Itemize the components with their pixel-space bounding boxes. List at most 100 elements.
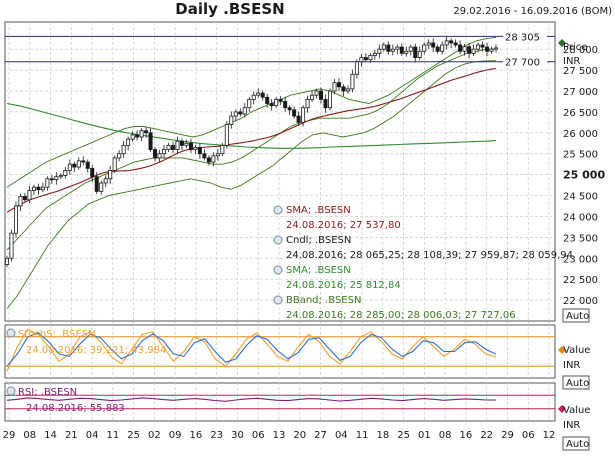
legend-series-name: StochS; .BSESN — [18, 329, 95, 340]
candle-body — [90, 167, 95, 178]
candle-body — [40, 186, 45, 191]
x-tick-label: 22 — [480, 430, 493, 441]
candle-body — [422, 44, 427, 52]
svg-text:Auto: Auto — [566, 378, 589, 389]
candle-body — [408, 46, 413, 52]
candle-body — [188, 142, 193, 150]
candle-body — [153, 149, 158, 159]
candle-body — [157, 153, 162, 159]
level-label: 28 305 — [505, 32, 540, 43]
x-tick-label: 20 — [293, 430, 306, 441]
stoch-currency-label: INR — [563, 360, 580, 371]
candle-body — [260, 92, 265, 98]
rsi-panel: RSI; .BSESN 24.08.2016; 55,883 — [5, 386, 555, 414]
price-label: Price — [563, 42, 587, 53]
legend-settings-icon — [273, 265, 283, 275]
candle-body — [377, 48, 382, 54]
candle-body — [67, 163, 72, 171]
candle-body — [256, 92, 261, 96]
candle-body — [58, 175, 63, 178]
candle-body — [206, 157, 211, 163]
candle-body — [476, 44, 481, 50]
candle-body — [166, 144, 171, 150]
candle-body — [493, 47, 498, 50]
candle-body — [76, 160, 81, 168]
candle-body — [278, 98, 283, 102]
rsi-value-label: Value — [563, 405, 590, 416]
price-marker-icon — [558, 39, 566, 47]
candle-body — [417, 50, 422, 58]
price-panel-frame — [4, 21, 556, 322]
x-tick-label: 08 — [439, 430, 452, 441]
candle-body — [5, 257, 10, 265]
y-tick-label: 23 000 — [563, 254, 598, 265]
x-tick-label: 29 — [3, 430, 16, 441]
y-tick-label: 23 500 — [563, 233, 598, 244]
rsi-panel-frame — [4, 382, 556, 422]
x-tick-label: 25 — [397, 430, 410, 441]
candle-body — [126, 138, 131, 146]
candle-body — [85, 161, 90, 169]
legend-settings-icon — [6, 386, 16, 396]
y-tick-label: 26 000 — [563, 129, 598, 140]
stochastic-panel: StochS; .BSESN 24.08.2016; 39,221; 43,984 — [5, 328, 555, 372]
stoch-auto-button[interactable]: Auto — [562, 375, 590, 390]
candle-body — [269, 103, 274, 107]
candle-body — [193, 147, 198, 150]
moving-averages — [6, 67, 497, 213]
candle-body — [103, 178, 108, 184]
candle-body — [211, 155, 216, 163]
level-label: 27 700 — [505, 58, 540, 69]
horizontal-levels: 28 305 27 700 — [5, 29, 555, 69]
candle-body — [359, 57, 364, 63]
candle-body — [22, 195, 27, 201]
chart-title: Daily .BSESN — [175, 0, 284, 18]
x-tick-label: 25 — [127, 430, 140, 441]
candle-body — [301, 107, 306, 123]
rsi-auto-button[interactable]: Auto — [562, 436, 590, 451]
legend-series-name: RSI; .BSESN — [18, 387, 77, 398]
candle-body — [36, 186, 41, 191]
y-tick-label: 22 000 — [563, 296, 598, 307]
candle-body — [9, 232, 14, 259]
candle-body — [179, 140, 184, 146]
candle-body — [148, 132, 153, 150]
candle-body — [220, 144, 225, 155]
candle-body — [332, 82, 337, 92]
price-y-axis: 22 000 22 500 23 000 23 500 24 000 24 500 25 0… — [563, 45, 605, 307]
candle-body — [399, 46, 404, 54]
y-tick-label: 26 500 — [563, 108, 598, 119]
candle-body — [310, 94, 315, 100]
candle-body — [99, 182, 104, 192]
x-tick-label: 08 — [23, 430, 36, 441]
candle-body — [471, 48, 476, 54]
svg-text:Auto: Auto — [566, 311, 589, 322]
candle-body — [386, 44, 391, 52]
candle-body — [431, 42, 436, 48]
candle-body — [117, 153, 122, 159]
stoch-panel-frame — [4, 324, 556, 379]
auto-button[interactable]: Auto — [562, 308, 590, 323]
x-tick-label: 12 — [543, 430, 556, 441]
candle-body — [305, 98, 310, 109]
legend-series-values: 24.08.2016; 28 065,25; 28 108,39; 27 959… — [286, 250, 573, 261]
candle-body — [139, 130, 144, 138]
candle-body — [233, 111, 238, 117]
candle-body — [274, 98, 279, 107]
x-tick-label: 16 — [460, 430, 473, 441]
date-range: 29.02.2016 - 16.09.2016 (BOM) — [453, 6, 612, 17]
y-tick-label: 24 000 — [563, 212, 598, 223]
x-tick-label: 29 — [501, 430, 514, 441]
candle-body — [175, 140, 180, 150]
candle-body — [458, 44, 463, 52]
x-axis: 29 08 14 21 04 11 25 02 09 16 23 30 06 13 20 27 04 11 18 25… — [3, 430, 556, 441]
candle-body — [94, 176, 99, 192]
candle-body — [381, 44, 386, 50]
x-tick-label: 30 — [231, 430, 244, 441]
candle-body — [480, 44, 485, 48]
x-tick-label: 11 — [106, 430, 119, 441]
candle-body — [354, 61, 359, 75]
bollinger-bands — [6, 36, 497, 309]
sma-long-line — [6, 102, 497, 149]
